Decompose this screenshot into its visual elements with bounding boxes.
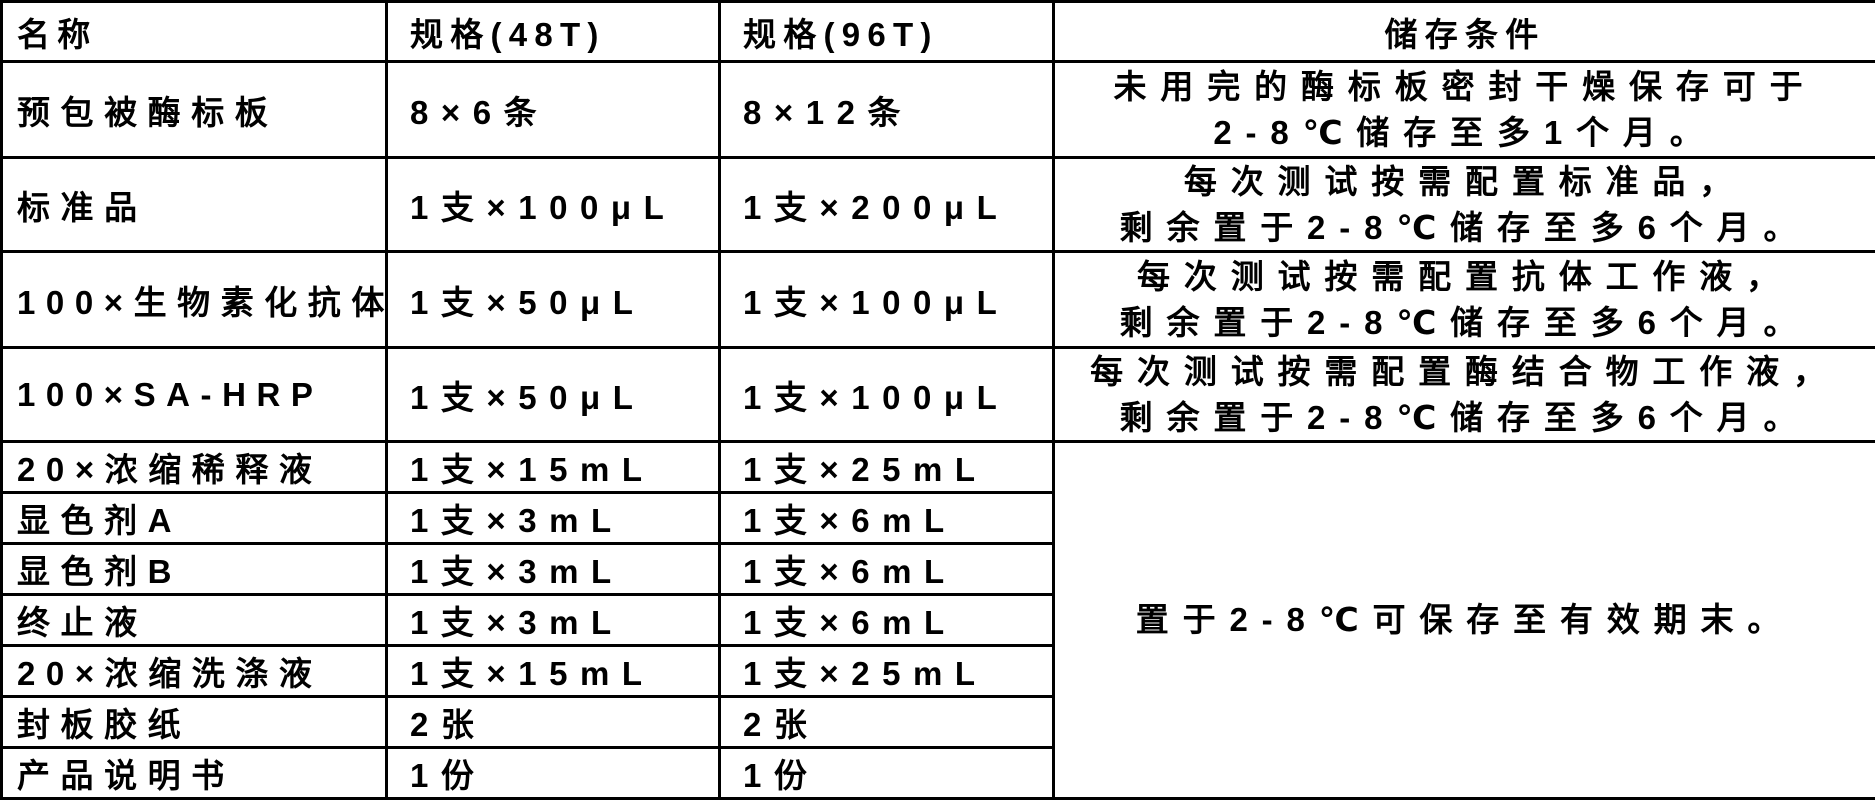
spec-96t-cell: 1支×200μL — [720, 158, 1054, 252]
component-name-cell: 封板胶纸 — [2, 697, 387, 748]
component-name-cell: 100×生物素化抗体 — [2, 252, 387, 348]
component-name-cell: 预包被酶标板 — [2, 62, 387, 158]
spec-96t-cell: 1支×6mL — [720, 493, 1054, 544]
spec-96t-cell: 1支×6mL — [720, 595, 1054, 646]
storage-cell: 每次测试按需配置酶结合物工作液， 剩余置于2-8℃储存至多6个月。 — [1054, 348, 1875, 442]
table-row: 100×SA-HRP 1支×50μL 1支×100μL 每次测试按需配置酶结合物… — [2, 348, 1875, 442]
component-name-cell: 20×浓缩稀释液 — [2, 442, 387, 493]
spec-48t-cell: 1支×15mL — [387, 442, 720, 493]
spec-96t-cell: 1支×100μL — [720, 252, 1054, 348]
spec-48t-cell: 1支×3mL — [387, 493, 720, 544]
spec-48t-cell: 1支×100μL — [387, 158, 720, 252]
spec-48t-cell: 1支×3mL — [387, 595, 720, 646]
column-header-name: 名称 — [2, 2, 387, 62]
column-header-spec-96t: 规格(96T) — [720, 2, 1054, 62]
spec-96t-cell: 1支×25mL — [720, 442, 1054, 493]
component-name-cell: 产品说明书 — [2, 748, 387, 799]
storage-cell: 每次测试按需配置标准品， 剩余置于2-8℃储存至多6个月。 — [1054, 158, 1875, 252]
storage-merged-cell: 置于2-8℃可保存至有效期末。 — [1054, 442, 1875, 799]
storage-cell: 每次测试按需配置抗体工作液， 剩余置于2-8℃储存至多6个月。 — [1054, 252, 1875, 348]
spec-96t-cell: 8×12条 — [720, 62, 1054, 158]
component-name-cell: 显色剂B — [2, 544, 387, 595]
spec-96t-cell: 1支×100μL — [720, 348, 1054, 442]
spec-48t-cell: 1支×3mL — [387, 544, 720, 595]
component-name-cell: 显色剂A — [2, 493, 387, 544]
storage-cell: 未用完的酶标板密封干燥保存可于 2-8℃储存至多1个月。 — [1054, 62, 1875, 158]
spec-48t-cell: 1支×15mL — [387, 646, 720, 697]
component-name-cell: 100×SA-HRP — [2, 348, 387, 442]
column-header-spec-48t: 规格(48T) — [387, 2, 720, 62]
spec-48t-cell: 1支×50μL — [387, 348, 720, 442]
spec-96t-cell: 1份 — [720, 748, 1054, 799]
spec-96t-cell: 1支×25mL — [720, 646, 1054, 697]
spec-48t-cell: 2张 — [387, 697, 720, 748]
component-name-cell: 终止液 — [2, 595, 387, 646]
spec-48t-cell: 1份 — [387, 748, 720, 799]
table-row: 20×浓缩稀释液 1支×15mL 1支×25mL 置于2-8℃可保存至有效期末。 — [2, 442, 1875, 493]
table-row: 预包被酶标板 8×6条 8×12条 未用完的酶标板密封干燥保存可于 2-8℃储存… — [2, 62, 1875, 158]
spec-96t-cell: 1支×6mL — [720, 544, 1054, 595]
spec-48t-cell: 1支×50μL — [387, 252, 720, 348]
spec-48t-cell: 8×6条 — [387, 62, 720, 158]
table-row: 100×生物素化抗体 1支×50μL 1支×100μL 每次测试按需配置抗体工作… — [2, 252, 1875, 348]
component-name-cell: 20×浓缩洗涤液 — [2, 646, 387, 697]
spec-96t-cell: 2张 — [720, 697, 1054, 748]
column-header-storage: 储存条件 — [1054, 2, 1875, 62]
table-row: 标准品 1支×100μL 1支×200μL 每次测试按需配置标准品， 剩余置于2… — [2, 158, 1875, 252]
header-row: 名称 规格(48T) 规格(96T) 储存条件 — [2, 2, 1875, 62]
component-name-cell: 标准品 — [2, 158, 387, 252]
